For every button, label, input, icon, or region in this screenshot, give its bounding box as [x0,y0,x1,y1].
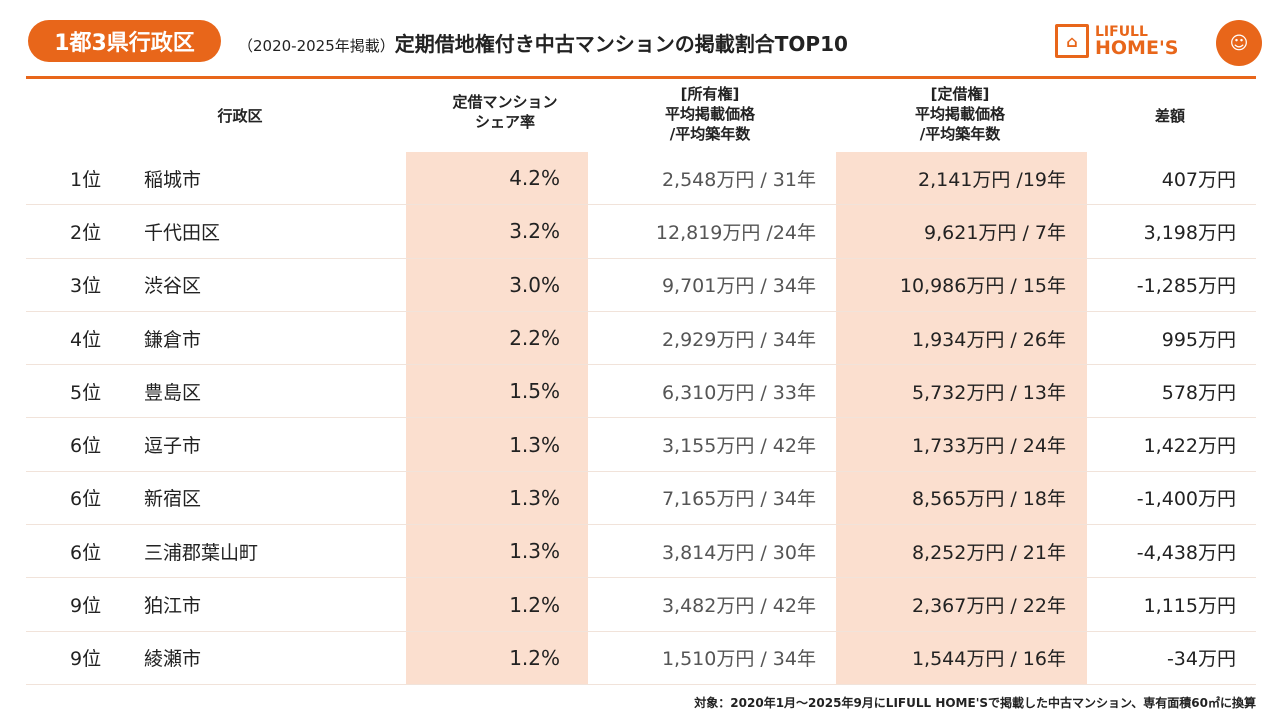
lease-cell: 8,252万円 / 21年 [911,541,1066,564]
rank-cell: 5位 [70,381,102,404]
lease-cell: 8,565万円 / 18年 [911,488,1066,511]
name-cell: 渋谷区 [144,275,202,298]
header-share: 定借マンション シェア率 [452,93,558,131]
logo-line1: LIFULL [1095,24,1148,40]
own-cell: 9,701万円 / 34年 [661,275,816,298]
lease-cell: 2,141万円 /19年 [917,168,1066,191]
share-cell: 1.5% [509,379,560,404]
diff-cell: -1,285万円 [1136,275,1236,298]
share-cell: 3.0% [509,272,560,297]
share-cell: 1.3% [509,485,560,510]
page-title: （2020-2025年掲載）定期借地権付き中古マンションの掲載割合TOP10 [238,28,848,57]
name-cell: 豊島区 [144,381,202,404]
diff-cell: -1,400万円 [1136,488,1236,511]
lease-cell: 1,544万円 / 16年 [911,648,1066,671]
name-cell: 新宿区 [144,488,202,511]
rank-cell: 2位 [70,221,102,244]
own-cell: 3,482万円 / 42年 [661,595,816,618]
rank-cell: 9位 [70,595,102,618]
diff-cell: 3,198万円 [1143,221,1236,244]
lease-cell: 2,367万円 / 22年 [911,595,1066,618]
diff-cell: 1,422万円 [1143,435,1236,458]
own-cell: 3,155万円 / 42年 [661,435,816,458]
rank-cell: 9位 [70,648,102,671]
share-cell: 1.3% [509,539,560,564]
lease-cell: 1,733万円 / 24年 [911,435,1066,458]
name-cell: 狛江市 [144,595,202,618]
logo-line2: HOME'S [1095,37,1179,59]
share-column-highlight [406,152,588,685]
lease-cell: 1,934万円 / 26年 [911,328,1066,351]
table-row: 5位 豊島区 1.5% 6,310万円 / 33年 5,732万円 / 13年 578万円 [26,365,1256,419]
table-row: 9位 綾瀬市 1.2% 1,510万円 / 34年 1,544万円 / 16年 -34万円 [26,632,1256,685]
rank-cell: 4位 [70,328,102,351]
period-label: （2020-2025年掲載） [238,37,395,55]
table-row: 9位 狛江市 1.2% 3,482万円 / 42年 2,367万円 / 22年 1,115… [26,578,1256,632]
rank-cell: 6位 [70,541,102,564]
rank-cell: 6位 [70,435,102,458]
name-cell: 鎌倉市 [144,328,202,351]
rank-cell: 1位 [70,168,102,191]
region-badge: 1都3県行政区 [28,20,221,62]
share-cell: 1.3% [509,432,560,457]
share-cell: 2.2% [509,326,560,351]
lifull-homes-logo: ⌂ LIFULL HOME'S [1055,24,1178,58]
own-cell: 6,310万円 / 33年 [661,381,816,404]
table-row: 3位 渋谷区 3.0% 9,701万円 / 34年 10,986万円 / 15年 -1,2… [26,259,1256,312]
rank-cell: 3位 [70,275,102,298]
share-cell: 1.2% [509,592,560,617]
lease-cell: 9,621万円 / 7年 [924,221,1066,244]
table-row: 6位 三浦郡葉山町 1.3% 3,814万円 / 30年 8,252万円 / 21年 -4… [26,525,1256,579]
title-text: 定期借地権付き中古マンションの掲載割合TOP10 [394,32,848,56]
header-divider [26,76,1256,79]
own-cell: 12,819万円 /24年 [655,221,816,244]
own-cell: 1,510万円 / 34年 [661,648,816,671]
name-cell: 逗子市 [144,435,202,458]
name-cell: 綾瀬市 [144,648,202,671]
name-cell: 千代田区 [144,221,221,244]
footnote: 対象：2020年1月～2025年9月にLIFULL HOME'Sで掲載した中古マ… [694,696,1256,710]
house-icon: ⌂ [1055,24,1089,58]
table-row: 6位 新宿区 1.3% 7,165万円 / 34年 8,565万円 / 18年 -1,40… [26,472,1256,526]
share-cell: 3.2% [509,219,560,244]
diff-cell: 1,115万円 [1143,595,1236,618]
share-cell: 1.2% [509,645,560,670]
lease-cell: 5,732万円 / 13年 [911,381,1066,404]
table-row: 4位 鎌倉市 2.2% 2,929万円 / 34年 1,934万円 / 26年 995万円 [26,312,1256,366]
diff-cell: -4,438万円 [1136,541,1236,564]
share-cell: 4.2% [509,166,560,191]
header-own: [所有権] 平均掲載価格 /平均築年数 [664,85,755,143]
lease-column-highlight [836,152,1087,685]
header-lease: [定借権] 平均掲載価格 /平均築年数 [914,85,1005,143]
own-cell: 2,929万円 / 34年 [661,328,816,351]
lease-cell: 10,986万円 / 15年 [899,275,1066,298]
diff-cell: 995万円 [1161,328,1236,351]
header-area: 行政区 [217,107,263,125]
own-cell: 7,165万円 / 34年 [661,488,816,511]
own-cell: 3,814万円 / 30年 [661,541,816,564]
diff-cell: 407万円 [1161,168,1236,191]
table-row: 6位 逗子市 1.3% 3,155万円 / 42年 1,733万円 / 24年 1,422… [26,419,1256,472]
name-cell: 稲城市 [144,168,202,191]
header-diff: 差額 [1154,107,1185,125]
diff-cell: 578万円 [1161,381,1236,404]
table-row: 1位 稲城市 4.2% 2,548万円 / 31年 2,141万円 /19年 407万円 [26,152,1256,206]
rank-cell: 6位 [70,488,102,511]
table-row: 2位 千代田区 3.2% 12,819万円 /24年 9,621万円 / 7年 3,198… [26,205,1256,259]
own-cell: 2,548万円 / 31年 [661,168,816,191]
mascot-icon: ☺ [1216,20,1262,66]
diff-cell: -34万円 [1166,648,1236,671]
name-cell: 三浦郡葉山町 [144,541,259,564]
